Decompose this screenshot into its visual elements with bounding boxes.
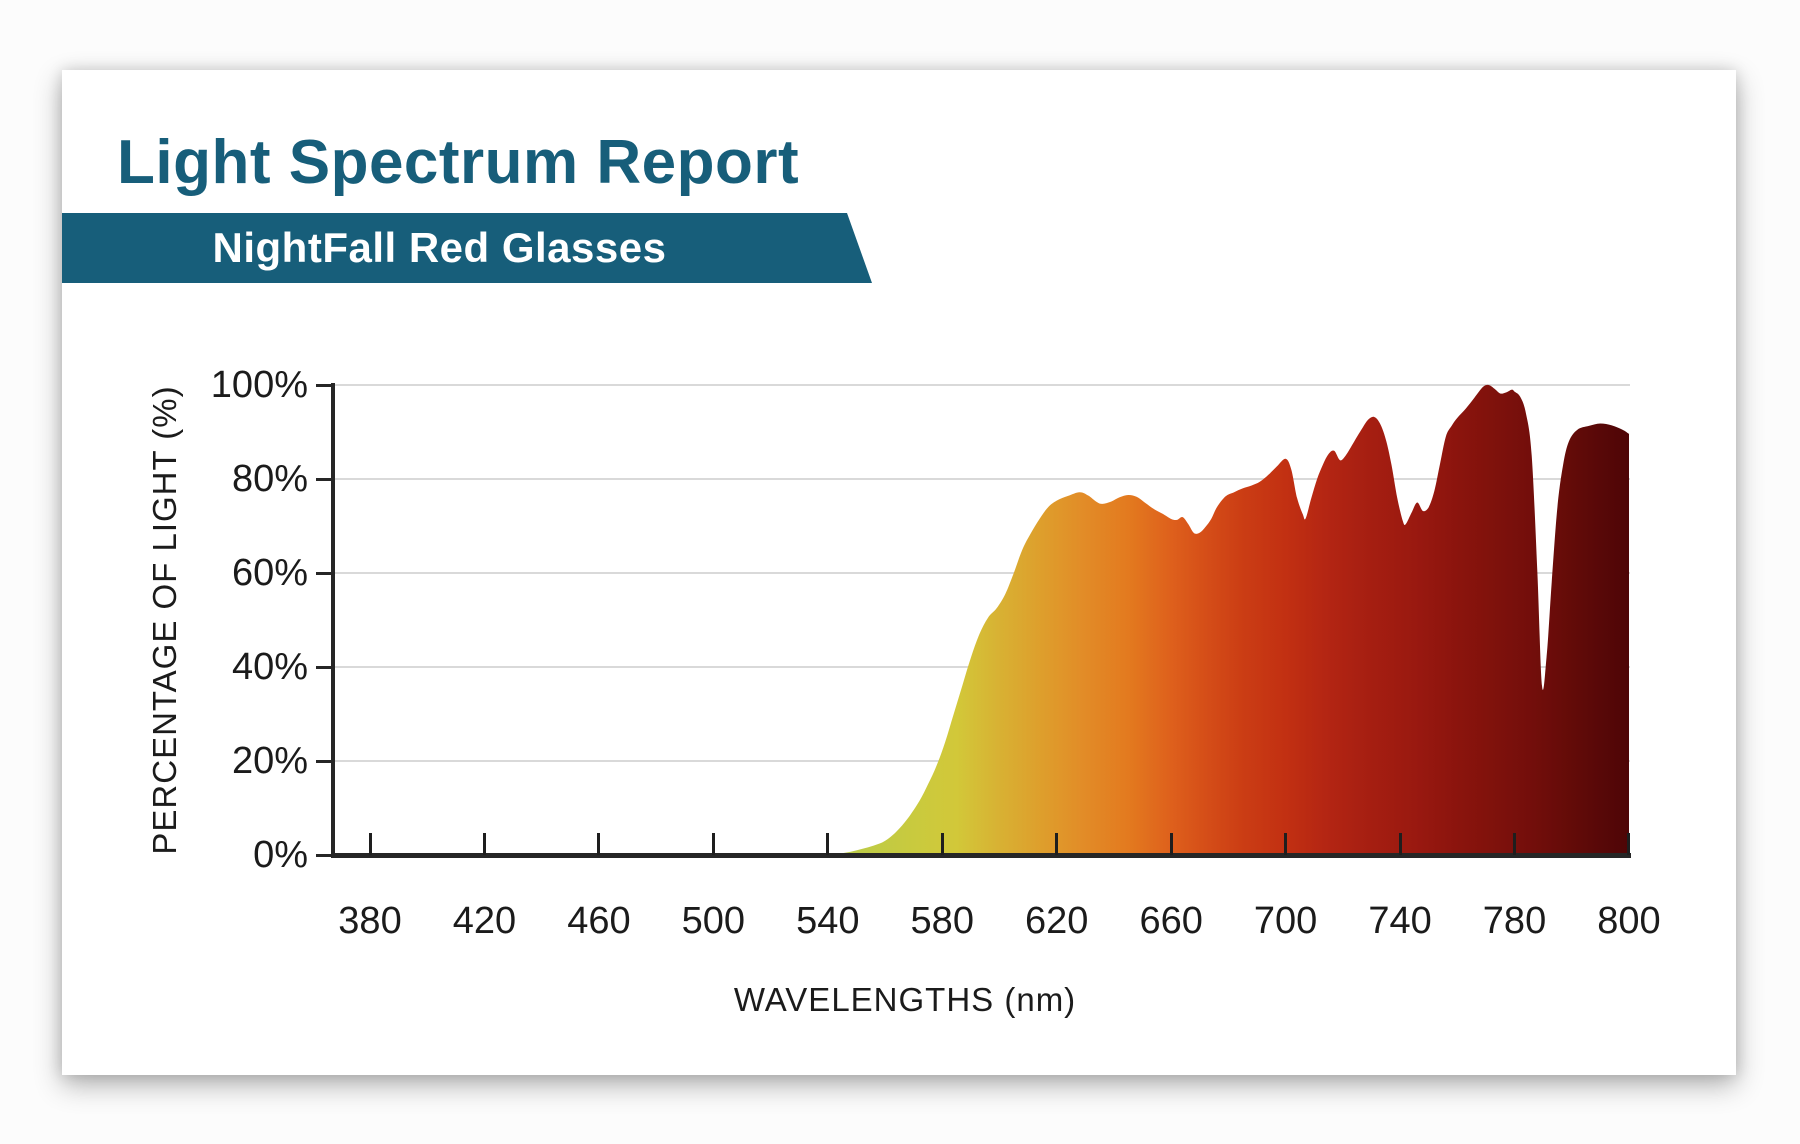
x-tick-label: 700 xyxy=(1253,900,1318,942)
y-tick-label: 40% xyxy=(231,646,308,688)
x-tick-label: 380 xyxy=(338,900,402,942)
x-tick-mark xyxy=(1513,833,1516,855)
x-tick-mark xyxy=(940,833,944,855)
y-tick-label: 20% xyxy=(231,740,308,782)
y-tick-label: 80% xyxy=(231,458,308,500)
product-banner: NightFall Red Glasses xyxy=(62,213,872,283)
x-axis-line xyxy=(331,853,1631,858)
y-axis-line xyxy=(331,383,335,858)
product-banner-label: NightFall Red Glasses xyxy=(212,224,667,271)
x-tick-mark xyxy=(1284,833,1288,855)
y-tick-mark xyxy=(316,666,333,669)
x-tick-label: 800 xyxy=(1597,900,1661,942)
x-tick-mark xyxy=(368,833,372,855)
y-tick-mark xyxy=(316,760,333,763)
x-tick-label: 460 xyxy=(567,900,631,942)
y-tick-label: 100% xyxy=(210,364,308,406)
x-tick-label: 580 xyxy=(910,900,974,942)
x-tick-mark xyxy=(826,833,830,855)
y-gridline xyxy=(333,478,1630,480)
x-tick-label: 780 xyxy=(1482,900,1547,942)
x-tick-mark xyxy=(482,833,486,855)
x-tick-label: 620 xyxy=(1024,900,1089,942)
x-tick-mark xyxy=(1398,833,1402,855)
x-tick-mark xyxy=(597,833,601,855)
x-tick-label: 660 xyxy=(1139,900,1203,942)
y-tick-label: 60% xyxy=(231,552,308,594)
y-gridline xyxy=(333,384,1630,386)
x-tick-label: 540 xyxy=(796,900,860,942)
spectrum-curve xyxy=(827,384,1629,855)
x-axis-title: WAVELENGTHS (nm) xyxy=(733,981,1077,1018)
x-tick-mark xyxy=(1055,833,1059,855)
y-tick-mark xyxy=(316,478,333,481)
page-title: Light Spectrum Report xyxy=(117,128,800,197)
y-tick-mark xyxy=(316,384,333,387)
x-tick-label: 500 xyxy=(681,900,746,942)
x-tick-mark xyxy=(1169,833,1173,855)
x-tick-label: 740 xyxy=(1368,900,1432,942)
x-tick-mark xyxy=(711,833,715,855)
y-gridline xyxy=(333,572,1630,574)
y-axis-title: PERCENTAGE OF LIGHT (%) xyxy=(146,385,183,855)
y-tick-label: 0% xyxy=(253,834,308,876)
x-tick-mark xyxy=(1627,833,1631,855)
y-tick-mark xyxy=(316,854,333,857)
y-tick-mark xyxy=(316,572,333,575)
x-tick-label: 420 xyxy=(452,900,517,942)
